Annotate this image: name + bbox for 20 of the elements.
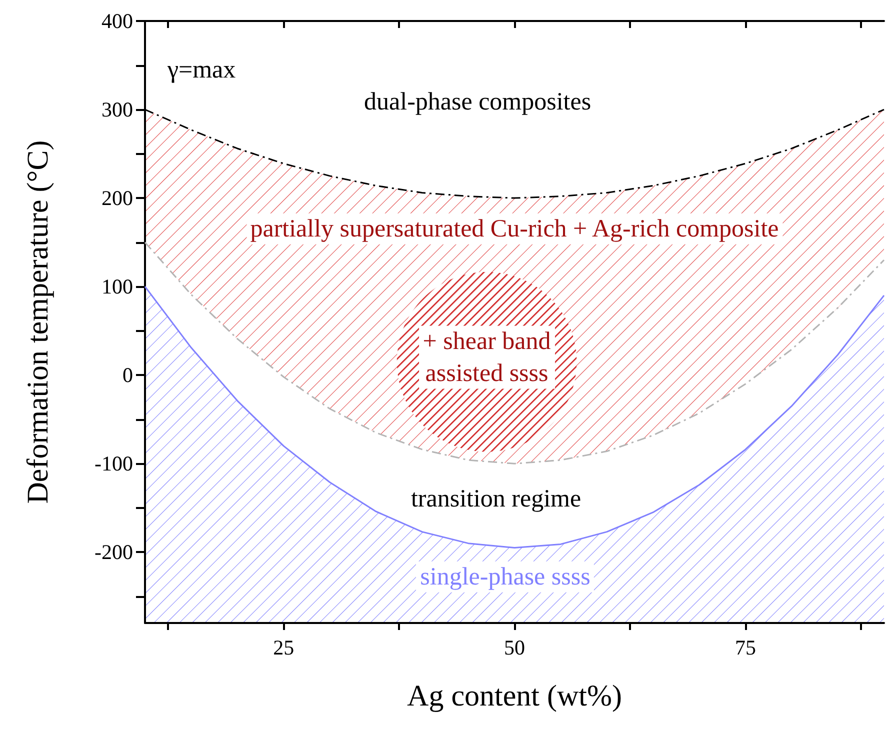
y-axis-title: Deformation temperature (°C) <box>22 140 54 504</box>
line-series <box>144 286 885 548</box>
x-tick-label: 50 <box>504 636 525 660</box>
y-tick-label: 0 <box>122 363 133 388</box>
x-tick-label: 25 <box>273 636 294 660</box>
y-tick-label: -200 <box>94 540 133 564</box>
annotation: γ=max <box>163 54 240 86</box>
annotation: partially supersaturated Cu-rich + Ag-rich composite <box>246 213 783 245</box>
y-tick-label: 100 <box>102 274 133 299</box>
annotation: transition regime <box>406 483 586 515</box>
annotation: single-phase ssss <box>416 561 594 593</box>
annotation: dual-phase composites <box>360 86 596 118</box>
y-tick-label: 400 <box>102 9 133 33</box>
x-tick-label: 75 <box>734 636 756 660</box>
y-tick-label: 200 <box>102 186 133 210</box>
y-tick-label: -100 <box>94 452 133 476</box>
y-tick-label: 300 <box>102 98 133 122</box>
x-axis-title: Ag content (wt%) <box>407 680 622 712</box>
annotation: + shear band assisted ssss <box>418 326 555 389</box>
line-series <box>144 242 885 464</box>
